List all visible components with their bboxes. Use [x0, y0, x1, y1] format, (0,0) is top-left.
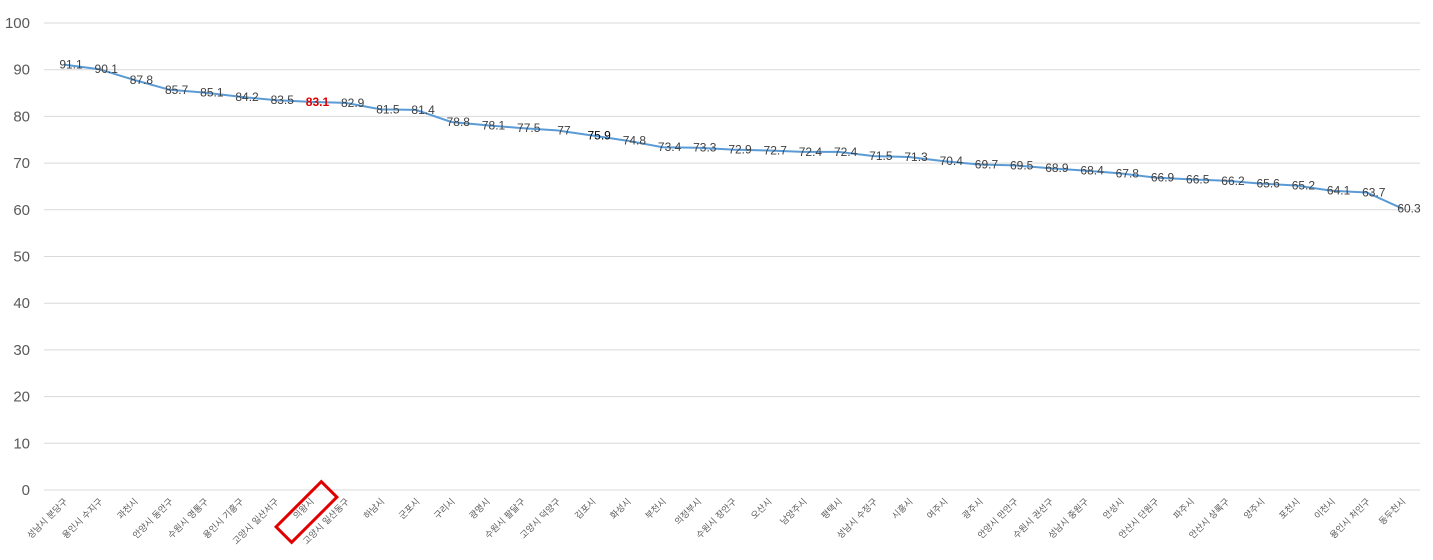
data-label: 77.5	[517, 121, 541, 135]
x-tick-label: 시흥시	[889, 496, 915, 522]
data-label: 72.7	[764, 143, 788, 157]
y-tick-label: 100	[5, 15, 30, 32]
data-label: 78.8	[447, 115, 471, 129]
data-label: 72.4	[834, 145, 858, 159]
data-label: 72.4	[799, 145, 823, 159]
x-tick-label: 오산시	[749, 496, 774, 521]
data-label: 68.4	[1080, 164, 1104, 178]
data-label: 73.4	[658, 140, 682, 154]
data-label: 65.6	[1256, 177, 1280, 191]
data-label: 85.7	[165, 83, 189, 97]
data-label: 70.4	[940, 154, 964, 168]
x-tick-label: 이천시	[1312, 496, 1337, 521]
x-tick-label: 남양주시	[778, 496, 809, 527]
data-label: 91.1	[59, 58, 83, 72]
data-label: 83.5	[271, 93, 295, 107]
data-label: 81.4	[411, 103, 435, 117]
x-tick-label: 부천시	[643, 496, 668, 521]
data-label: 69.7	[975, 158, 999, 172]
data-label: 74.8	[623, 134, 647, 148]
x-tick-label: 여주시	[924, 496, 950, 522]
x-tick-label: 김포시	[572, 496, 598, 522]
x-tick-label: 의정부시	[673, 496, 704, 527]
highlight-box	[273, 479, 340, 545]
data-label: 81.5	[376, 102, 400, 116]
series-line	[63, 63, 1403, 210]
x-tick-label: 포천시	[1277, 496, 1302, 521]
y-tick-label: 70	[13, 155, 30, 172]
data-label: 75.9	[587, 129, 611, 143]
y-tick-label: 30	[13, 342, 30, 359]
data-label: 73.3	[693, 141, 717, 155]
data-label: 78.1	[482, 118, 506, 132]
data-label: 66.5	[1186, 172, 1210, 186]
data-label: 85.1	[200, 86, 224, 100]
data-label: 65.2	[1292, 179, 1316, 193]
y-tick-label: 80	[13, 108, 30, 125]
x-tick-label: 과천시	[115, 496, 140, 521]
x-tick-label: 광명시	[467, 496, 493, 522]
x-tick-label: 파주시	[1172, 496, 1197, 521]
data-label: 63.7	[1362, 186, 1386, 200]
data-label: 66.2	[1221, 174, 1245, 188]
data-label: 71.3	[904, 150, 928, 164]
y-tick-label: 20	[13, 389, 30, 406]
x-tick-label: 광주시	[960, 496, 986, 522]
data-label: 71.5	[869, 149, 893, 163]
data-label: 67.8	[1116, 166, 1140, 180]
y-axis-ticks: 0 10 20 30 40 50 60 70 80 90 100	[5, 15, 30, 499]
data-label: 83.1	[306, 95, 330, 109]
x-tick-label: 평택시	[819, 496, 844, 521]
gridlines	[44, 22, 1420, 491]
y-tick-label: 0	[22, 482, 30, 499]
x-tick-label: 화성시	[608, 496, 633, 521]
data-label: 60.3	[1397, 201, 1421, 215]
data-label: 87.8	[130, 73, 154, 87]
x-tick-label: 군포시	[397, 496, 422, 521]
x-tick-label: 동두천시	[1377, 496, 1408, 527]
data-label: 90.1	[95, 62, 119, 76]
y-tick-label: 90	[13, 62, 30, 79]
y-tick-label: 40	[13, 295, 30, 312]
data-label: 64.1	[1327, 184, 1351, 198]
y-tick-label: 60	[13, 202, 30, 219]
data-label: 77	[557, 123, 571, 137]
data-label: 72.9	[728, 143, 752, 157]
data-label: 66.9	[1151, 171, 1175, 185]
data-labels: 91.1 90.1 87.8 85.7 85.1 84.2 83.5 83.1 82.9 81.5…	[59, 58, 1421, 216]
y-tick-label: 50	[13, 249, 30, 266]
data-label: 68.9	[1045, 161, 1069, 175]
data-label: 69.5	[1010, 158, 1034, 172]
x-tick-label: 양주시	[1242, 496, 1267, 521]
x-tick-label: 하남시	[362, 496, 387, 521]
x-tick-label: 구리시	[432, 496, 457, 521]
data-label: 84.2	[235, 90, 259, 104]
data-label: 82.9	[341, 96, 365, 110]
x-tick-label: 안성시	[1101, 496, 1126, 521]
y-tick-label: 10	[13, 435, 30, 452]
